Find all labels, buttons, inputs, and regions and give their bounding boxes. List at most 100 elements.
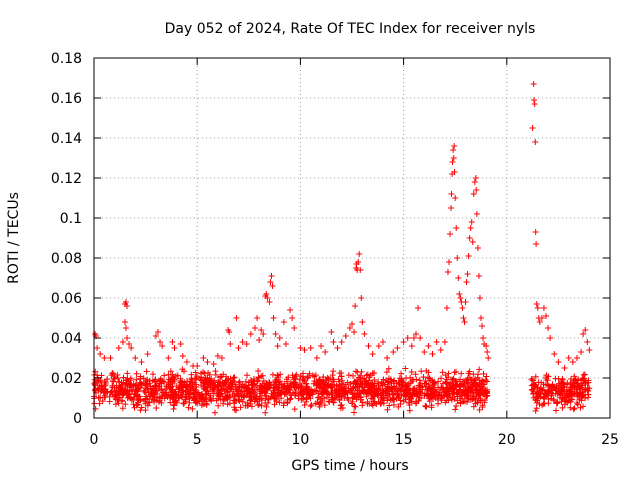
data-point (261, 389, 268, 396)
data-point (265, 395, 272, 402)
data-point (350, 372, 357, 379)
data-point (291, 374, 298, 381)
data-point (581, 371, 588, 378)
data-point (276, 399, 283, 406)
data-point (235, 387, 242, 394)
data-point (329, 390, 336, 397)
data-point (124, 335, 131, 341)
data-point (243, 341, 250, 347)
data-point (439, 369, 446, 376)
data-point (357, 267, 364, 273)
data-point (336, 396, 343, 403)
data-point (260, 331, 267, 337)
data-point (397, 397, 404, 404)
data-point (307, 345, 314, 351)
data-point (133, 402, 140, 409)
data-point (185, 404, 192, 411)
data-point (188, 376, 195, 383)
data-point (169, 389, 176, 396)
data-point (260, 377, 267, 384)
data-point (351, 402, 358, 409)
data-point (248, 378, 255, 385)
data-point (202, 381, 209, 388)
data-point (125, 390, 132, 397)
data-point (416, 394, 423, 401)
data-point (380, 376, 387, 383)
data-point (107, 389, 114, 396)
data-point (378, 400, 385, 407)
data-point (300, 391, 307, 398)
data-point (399, 378, 406, 385)
data-point (375, 390, 382, 397)
data-point (483, 343, 490, 349)
data-point (573, 399, 580, 406)
data-point (453, 225, 460, 231)
data-point (562, 398, 569, 405)
data-point (236, 396, 243, 403)
data-point (481, 397, 488, 404)
data-point (193, 384, 200, 391)
data-point (402, 375, 409, 382)
data-point (425, 374, 432, 381)
data-point (307, 389, 314, 396)
data-point (119, 405, 126, 412)
data-point (394, 345, 401, 351)
data-point (416, 388, 423, 395)
data-point (159, 343, 166, 349)
data-point (580, 371, 587, 378)
data-point (415, 305, 422, 311)
data-point (543, 313, 550, 319)
data-point (377, 385, 384, 392)
data-point (541, 390, 548, 397)
data-point (312, 400, 319, 407)
data-point (338, 401, 345, 408)
data-point (450, 147, 457, 153)
data-point (221, 396, 228, 403)
data-point (258, 388, 265, 395)
data-point (371, 392, 378, 399)
data-point (354, 377, 361, 384)
data-point (242, 378, 249, 385)
data-point (576, 384, 583, 391)
data-point (306, 392, 313, 399)
data-point (143, 378, 150, 385)
data-point (436, 386, 443, 393)
data-point (466, 235, 473, 241)
data-point (567, 398, 574, 405)
data-point (283, 376, 290, 383)
data-point (244, 372, 251, 379)
data-point (371, 400, 378, 407)
data-point (345, 372, 352, 379)
data-point (355, 259, 362, 265)
data-point (244, 388, 251, 395)
data-point (530, 394, 537, 401)
data-point (200, 393, 207, 400)
data-point (204, 359, 211, 365)
data-point (239, 339, 246, 345)
data-point (319, 397, 326, 404)
data-point (258, 385, 265, 392)
data-point (205, 369, 212, 376)
data-point (404, 383, 411, 390)
data-point (116, 394, 123, 401)
data-point (480, 335, 487, 341)
data-point (458, 370, 465, 377)
data-point (104, 376, 111, 383)
data-point (470, 191, 477, 197)
data-point (143, 368, 150, 375)
data-point (215, 378, 222, 385)
data-point (464, 380, 471, 387)
data-point (540, 400, 547, 407)
data-point (351, 409, 358, 416)
data-point (558, 379, 565, 386)
data-point (210, 390, 217, 397)
data-point (386, 402, 393, 409)
data-point (357, 396, 364, 403)
data-point (132, 355, 139, 361)
data-point (152, 333, 159, 339)
data-point (123, 380, 130, 387)
data-point (435, 392, 442, 399)
data-point (553, 387, 560, 394)
data-point (480, 370, 487, 377)
x-axis-label: GPS time / hours (291, 458, 408, 474)
